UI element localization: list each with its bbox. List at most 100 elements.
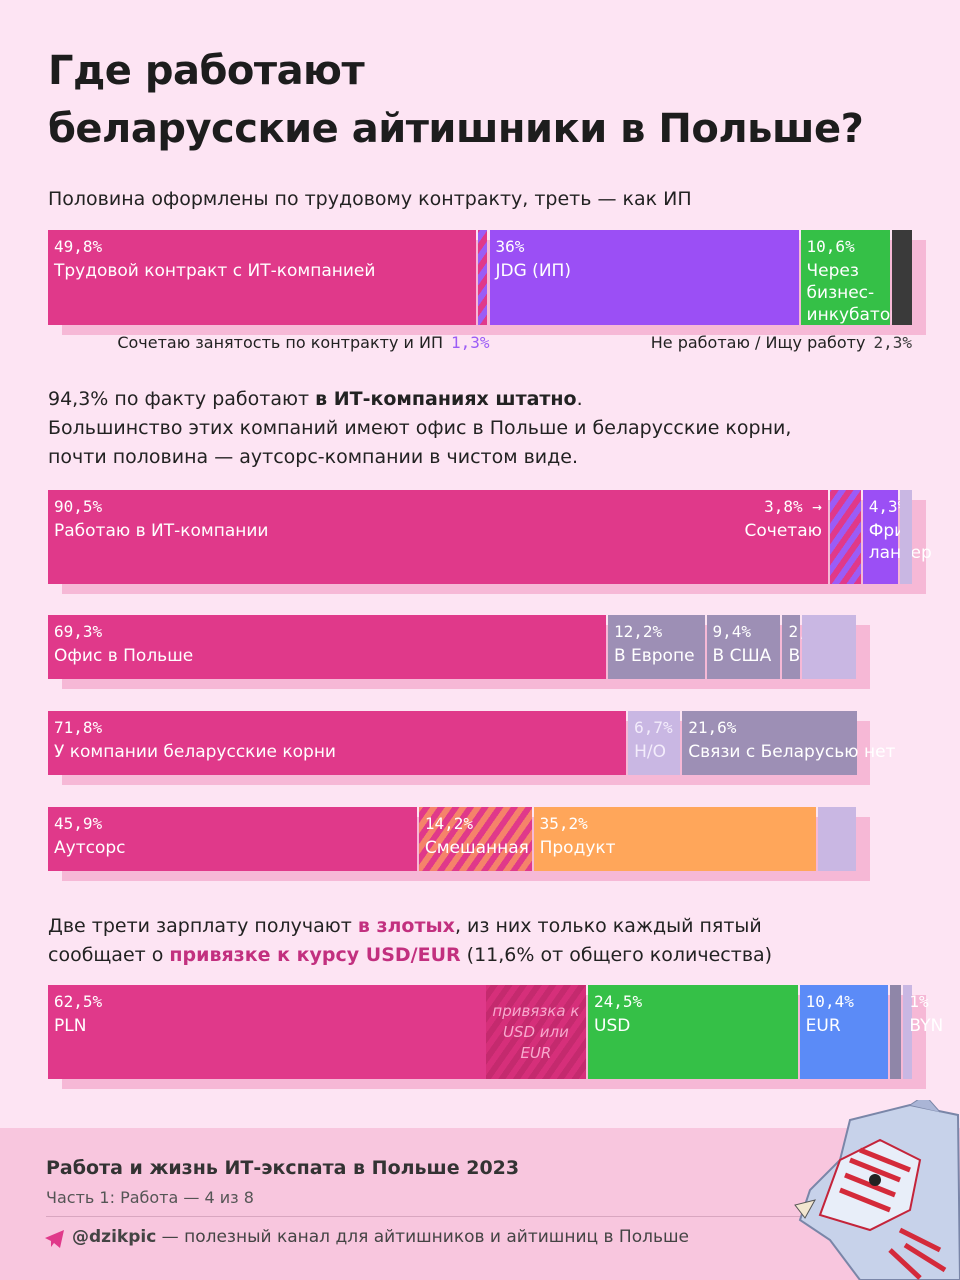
text-run: почти половина — аутсорс-компании в чист… (48, 446, 579, 468)
value-label: 36% (495, 237, 525, 256)
text-run: Большинство этих компаний имеют офис в П… (48, 417, 792, 439)
bar-segment (889, 985, 902, 1079)
overlay: привязка к USD или EUR (485, 985, 586, 1079)
label: У компании беларусские корни (54, 742, 336, 762)
value-label: 1% (909, 992, 929, 1011)
text-run: (11,6% от общего количества) (460, 944, 773, 966)
label: В США (712, 646, 772, 666)
label: Аутсорс (54, 838, 126, 858)
label: Смешанная (424, 838, 529, 858)
bar-segment: 1% BYN (903, 985, 943, 1079)
bar-segment: 10,6% Через бизнес-инкубатор (800, 230, 902, 325)
value-label: 69,3% (54, 622, 103, 641)
value-label: 4,3% (868, 497, 908, 516)
channel-name[interactable]: @dzikpic (72, 1227, 157, 1247)
value-label: 49,8% (54, 237, 103, 256)
value-label: 1,3% (450, 333, 490, 352)
value-label: 10,6% (806, 237, 855, 256)
bar-segment: 9,4% В США (706, 615, 781, 679)
text-line: почти половина — аутсорс-компании в чист… (48, 446, 578, 468)
bar-segment: 49,8% Трудовой контракт с ИТ-компанией (48, 230, 477, 325)
bar-segment (892, 230, 912, 325)
bar-segment: 90,5% Работаю в ИТ-компании (48, 490, 828, 584)
footer-subtitle: Часть 1: Работа — 4 из 8 (46, 1188, 254, 1207)
text-run: в злотых (357, 915, 455, 937)
value-label: 6,7% (634, 718, 673, 737)
bar-segment (801, 615, 856, 679)
text-line: Большинство этих компаний имеют офис в П… (48, 417, 791, 439)
bar: 69,3% Офис в Польше 12,2% В Европе 9,4% В США… (48, 615, 856, 679)
text-line: 94,3% по факту работают в ИТ-компаниях ш… (48, 388, 583, 410)
label: Трудовой контракт с ИТ-компанией (54, 261, 376, 281)
bar-segment: 69,3% Офис в Польше (48, 615, 606, 679)
title-line: беларусские айтишники в Польше? (48, 106, 864, 152)
title-line: Где работают (48, 48, 365, 94)
label: Сочетаю (744, 521, 822, 541)
label: PLN (54, 1016, 87, 1036)
text-line: сообщает о привязке к курсу USD/EUR (11,… (48, 944, 772, 966)
bar-segment (478, 230, 488, 325)
value-label: 14,2% (424, 814, 474, 833)
bar-segment: 12,2% В Европе (607, 615, 705, 679)
channel-text: — полезный канал для айтишников и айтишн… (156, 1227, 689, 1247)
value-label: 21,6% (688, 718, 737, 737)
label: Работаю в ИТ-компании (54, 521, 269, 541)
footer-title: Работа и жизнь ИТ-экспата в Польше 2023 (46, 1157, 520, 1179)
below-label: Сочетаю занятость по контракту и ИП 1,3% (117, 333, 489, 352)
label: Связи с Беларусью нет (688, 742, 896, 762)
bar-segment: 36% JDG (ИП) (489, 230, 799, 325)
label: Через бизнес-инкубатор (806, 261, 902, 325)
value-label: 24,5% (594, 992, 643, 1011)
footer-divider (46, 1216, 806, 1217)
bar-segment: привязка к USD или EUR 62,5% PLN (48, 985, 586, 1079)
text-run: Половина оформлены по трудовому контракт… (48, 188, 692, 210)
text-run: сообщает о (48, 944, 170, 966)
bar-segment: 4,3% Фри­лансер (862, 490, 932, 584)
label: USD (594, 1016, 631, 1036)
bar: 90,5% Работаю в ИТ-компании 3,8% → Сочетаю 4… (48, 490, 932, 584)
bar-segment: 2,4%В РБ (782, 615, 827, 679)
bar-segment (899, 490, 912, 584)
text-run: . (576, 388, 583, 410)
bar-segment: 14,2% Смешанная (418, 807, 532, 871)
label: Не работаю / Ищу работу (650, 333, 866, 352)
overlay-label: привязка к USD или EUR (492, 1002, 580, 1062)
label: BYN (909, 1016, 944, 1036)
label: Сочетаю занятость по контракту и ИП (117, 333, 443, 352)
bar-segment: 21,6% Связи с Беларусью нет (682, 711, 895, 775)
text-run: Две трети зарплату получают (48, 915, 358, 937)
label: JDG (ИП) (495, 261, 571, 281)
label: В Европе (613, 646, 695, 666)
bar: 49,8% Трудовой контракт с ИТ-компанией Соч… (48, 230, 912, 352)
telegram-icon (45, 1230, 64, 1248)
value-label: 45,9% (54, 814, 103, 833)
text-line: Две трети зарплату получают в злотых, из… (48, 915, 762, 937)
bar: привязка к USD или EUR 62,5% PLN 24,5% USD 10… (48, 985, 943, 1079)
bar-segment: 10,4% EUR (799, 985, 888, 1079)
value-label: 3,8% → (764, 497, 822, 516)
bar-segment: 6,7% Н/О (628, 711, 681, 775)
text-run: привязке к курсу USD/EUR (169, 944, 461, 966)
label: Продукт (539, 838, 616, 858)
label: Фри­лансер (868, 521, 932, 563)
footer-channel-line: @dzikpic — полезный канал для айтишников… (72, 1227, 689, 1247)
below-label: Не работаю / Ищу работу 2,3% (651, 333, 912, 352)
text-run: 94,3% по факту работают (48, 388, 316, 410)
value-label: 2,3% (873, 333, 912, 352)
value-label: 9,4% (712, 622, 752, 641)
bar-segment: 35,2% Продукт (533, 807, 816, 871)
bar-segment: 24,5% USD (588, 985, 798, 1079)
bar: 71,8% У компании беларусские корни 6,7% Н/О… (48, 711, 895, 775)
label: EUR (805, 1016, 841, 1036)
value-label: 90,5% (54, 497, 103, 516)
text-line: Половина оформлены по трудовому контракт… (48, 188, 692, 210)
value-label: 71,8% (54, 718, 103, 737)
text-run: , из них только каждый пятый (454, 915, 762, 937)
value-label: 12,2% (613, 622, 663, 641)
bar-segment: 71,8% У компании беларусские корни (48, 711, 627, 775)
value-label: 35,2% (539, 814, 588, 833)
boar-illustration (794, 1100, 960, 1280)
label: Офис в Польше (54, 646, 194, 666)
bar-segment (818, 807, 856, 871)
